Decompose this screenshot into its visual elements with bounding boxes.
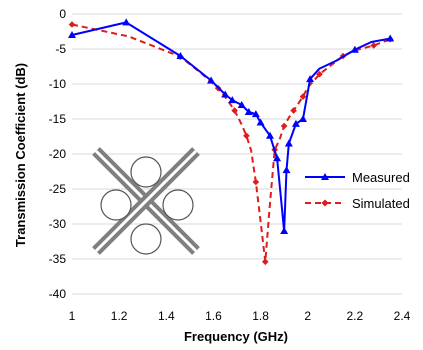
x-tick-label: 2.2 xyxy=(347,309,364,323)
data-point-simulated xyxy=(290,107,297,114)
data-point-measured xyxy=(176,52,185,59)
data-point-measured xyxy=(266,131,274,139)
data-point-simulated xyxy=(261,258,269,266)
data-point-measured xyxy=(221,90,230,98)
ring-bottom xyxy=(130,223,162,255)
data-point-measured xyxy=(207,76,216,84)
data-point-measured xyxy=(68,31,76,38)
data-point-measured xyxy=(237,101,246,108)
series-line-simulated xyxy=(71,23,391,263)
data-point-measured xyxy=(350,45,359,53)
data-point-measured xyxy=(228,96,237,104)
y-axis-ticks: 0 -5 -10 -15 -20 -25 -30 -35 -40 xyxy=(49,7,67,301)
legend-simulated-label: Simulated xyxy=(352,196,410,211)
y-tick-label: -40 xyxy=(49,287,67,301)
y-tick-label: -15 xyxy=(49,112,67,126)
cross-arm-2 xyxy=(92,147,200,255)
data-point-measured xyxy=(280,227,289,234)
legend-measured-marker xyxy=(321,173,329,180)
y-tick-label: -30 xyxy=(49,217,67,231)
data-point-measured xyxy=(282,166,291,174)
data-point-measured xyxy=(386,34,395,42)
ring-top xyxy=(130,156,162,188)
y-tick-label: -25 xyxy=(49,182,67,196)
legend-measured-label: Measured xyxy=(352,170,410,185)
legend-simulated-marker xyxy=(321,199,329,207)
data-point-simulated xyxy=(280,122,288,130)
antenna-structure-illustration xyxy=(92,147,200,255)
data-point-simulated xyxy=(231,107,238,114)
y-tick-label: -20 xyxy=(49,147,67,161)
series-measured xyxy=(68,18,395,234)
data-point-simulated xyxy=(68,21,76,28)
ring-right xyxy=(162,189,194,221)
data-point-simulated xyxy=(299,93,307,100)
grid-lines xyxy=(72,13,402,295)
x-tick-label: 1.4 xyxy=(158,309,175,323)
x-tick-label: 1.2 xyxy=(111,309,128,323)
data-point-simulated xyxy=(316,70,323,78)
data-point-measured xyxy=(299,115,307,122)
y-tick-label: -35 xyxy=(49,252,67,266)
data-point-simulated xyxy=(252,178,260,186)
x-tick-label: 2.4 xyxy=(394,309,411,323)
data-point-measured xyxy=(244,108,253,115)
legend-entry-simulated: Simulated xyxy=(305,196,410,211)
data-point-simulated xyxy=(370,42,378,49)
x-axis-ticks: 1 1.2 1.4 1.6 1.8 2 2.2 2.4 xyxy=(69,309,411,323)
y-tick-label: -10 xyxy=(49,77,67,91)
x-tick-label: 2 xyxy=(304,309,311,323)
x-tick-label: 1.8 xyxy=(252,309,269,323)
data-point-measured xyxy=(306,75,315,83)
series-layer xyxy=(68,18,395,266)
y-tick-label: -5 xyxy=(55,42,66,56)
y-axis-title: Transmission Coefficient (dB) xyxy=(13,63,28,247)
data-point-simulated xyxy=(243,132,250,140)
data-point-measured xyxy=(273,154,282,162)
legend-entry-measured: Measured xyxy=(305,170,410,185)
legend: Measured Simulated xyxy=(305,170,410,211)
x-axis-title: Frequency (GHz) xyxy=(184,329,288,344)
ring-left xyxy=(100,189,132,221)
x-tick-label: 1 xyxy=(69,309,76,323)
x-tick-label: 1.6 xyxy=(205,309,222,323)
data-point-measured xyxy=(122,18,131,26)
data-point-measured xyxy=(256,118,265,126)
y-tick-label: 0 xyxy=(59,7,66,21)
data-point-measured xyxy=(291,119,300,127)
data-point-measured xyxy=(284,139,293,147)
data-point-measured xyxy=(251,110,260,118)
